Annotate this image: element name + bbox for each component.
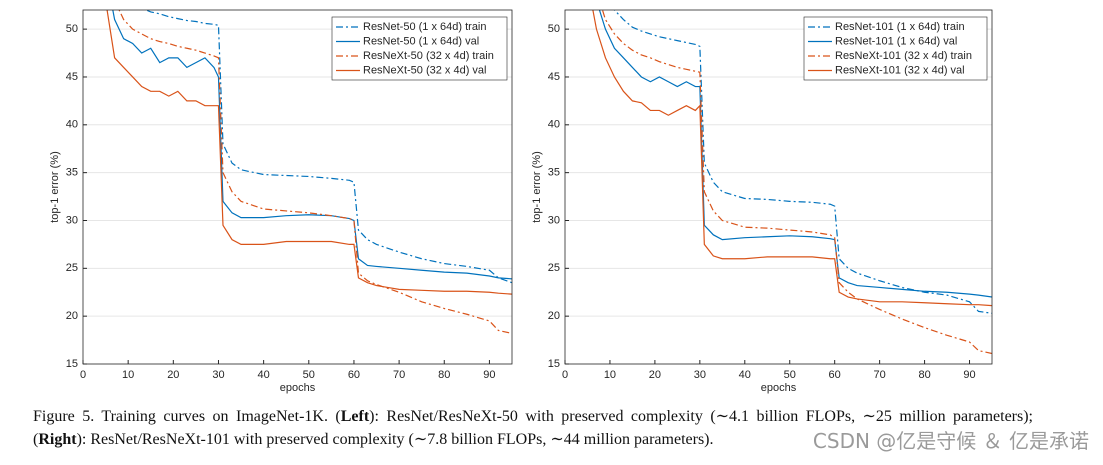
series-line	[118, 10, 512, 334]
legend-label: ResNet-101 (1 x 64d) train	[835, 21, 965, 33]
x-tick-label: 80	[918, 369, 930, 381]
x-tick-label: 70	[874, 369, 886, 381]
legend-label: ResNet-50 (1 x 64d) val	[363, 35, 479, 47]
y-tick-label: 25	[66, 262, 78, 274]
series-line	[106, 10, 512, 295]
x-tick-label: 70	[393, 369, 405, 381]
legend-label: ResNeXt-101 (32 x 4d) train	[835, 50, 972, 62]
series-line	[601, 10, 992, 355]
x-tick-label: 20	[649, 369, 661, 381]
x-tick-label: 10	[122, 369, 134, 381]
y-tick-label: 25	[548, 262, 560, 274]
y-tick-label: 50	[66, 23, 78, 35]
y-tick-label: 15	[66, 358, 78, 370]
legend-box	[803, 16, 988, 81]
axes-box	[82, 9, 513, 365]
caption-text: ): ResNet/ResNeXt-101 with preserved com…	[76, 431, 714, 448]
legend-label: ResNeXt-50 (32 x 4d) train	[363, 50, 494, 62]
series-line	[144, 10, 512, 284]
y-tick-label: 45	[548, 71, 560, 83]
x-tick-label: 20	[167, 369, 179, 381]
x-tick-label: 0	[562, 369, 568, 381]
caption-text: Figure 5. Training curves on ImageNet-1K…	[33, 408, 341, 425]
x-tick-label: 30	[212, 369, 224, 381]
x-axis-label: epochs	[280, 382, 316, 394]
x-tick-label: 80	[438, 369, 450, 381]
y-tick-label: 35	[66, 167, 78, 179]
y-tick-label: 30	[548, 214, 560, 226]
plot-area	[592, 10, 992, 355]
y-tick-label: 35	[548, 167, 560, 179]
legend-box	[331, 16, 508, 81]
y-tick-label: 15	[548, 358, 560, 370]
x-tick-label: 40	[739, 369, 751, 381]
x-tick-label: 90	[483, 369, 495, 381]
caption-text: Left	[340, 408, 370, 425]
y-tick-label: 40	[66, 119, 78, 131]
legend-label: ResNeXt-50 (32 x 4d) val	[363, 64, 487, 76]
legend-label: ResNeXt-101 (32 x 4d) val	[835, 64, 965, 76]
x-tick-label: 40	[258, 369, 270, 381]
y-tick-label: 30	[66, 214, 78, 226]
y-axis-label: top-1 error (%)	[49, 151, 61, 223]
legend-label: ResNet-50 (1 x 64d) train	[363, 21, 487, 33]
legend-label: ResNet-101 (1 x 64d) val	[835, 35, 957, 47]
watermark: CSDN @亿是守候 ＆ 亿是承诺	[812, 429, 1089, 453]
caption: Figure 5. Training curves on ImageNet-1K…	[33, 405, 1033, 451]
x-tick-label: 60	[348, 369, 360, 381]
y-tick-label: 50	[548, 23, 560, 35]
figure: 15 20 25 30 35 40 45 50 0 10 20 30 40 50 60 70 80 90 epoch…	[49, 9, 993, 394]
x-tick-label: 10	[604, 369, 616, 381]
axes-box	[564, 9, 993, 365]
caption-text: Right	[38, 431, 77, 448]
y-tick-label: 20	[66, 310, 78, 322]
x-tick-label: 50	[784, 369, 796, 381]
y-tick-label: 45	[66, 71, 78, 83]
y-tick-label: 40	[548, 119, 560, 131]
series-line	[592, 10, 992, 307]
series-line	[112, 10, 512, 280]
plot-area	[106, 10, 512, 334]
x-axis-label: epochs	[761, 382, 797, 394]
caption-text: ): ResNet/ResNeXt-50 with preserved comp…	[33, 408, 1033, 448]
x-tick-label: 50	[303, 369, 315, 381]
x-tick-label: 0	[80, 369, 86, 381]
y-tick-label: 20	[548, 310, 560, 322]
x-tick-label: 30	[694, 369, 706, 381]
series-line	[598, 10, 992, 298]
x-tick-label: 60	[829, 369, 841, 381]
y-axis-label: top-1 error (%)	[531, 151, 543, 223]
x-tick-label: 90	[963, 369, 975, 381]
series-line	[613, 10, 992, 314]
